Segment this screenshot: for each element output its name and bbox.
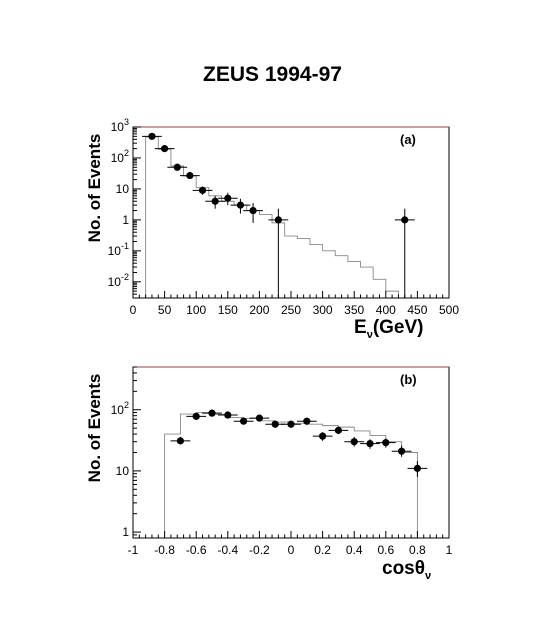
x-axis-title-main: E xyxy=(354,317,367,338)
y-tick-label: 10-1 xyxy=(108,241,129,258)
data-point xyxy=(249,206,257,215)
panel-label: (a) xyxy=(400,132,416,147)
data-point xyxy=(350,438,358,446)
x-axis-ticks: 0 50 100 150 200 250 300 350 400 450 500 xyxy=(130,291,459,317)
y-axis-title: No. of Events xyxy=(85,134,104,243)
x-tick-label: -0.2 xyxy=(249,543,270,557)
y-axis-ticks: 1 10 102 xyxy=(111,366,141,539)
data-point xyxy=(287,420,295,428)
data-point xyxy=(274,216,282,224)
x-tick-label: 0.4 xyxy=(346,543,363,557)
data-point xyxy=(176,437,184,445)
data-point xyxy=(211,197,219,205)
data-point xyxy=(240,417,248,425)
x-tick-label: -0.8 xyxy=(154,543,175,557)
x-tick-label: 150 xyxy=(218,303,238,317)
x-tick-label: 500 xyxy=(439,303,459,317)
y-axis-title: No. of Events xyxy=(85,374,104,483)
x-tick-label: 450 xyxy=(407,303,427,317)
data-point xyxy=(224,411,232,419)
data-point xyxy=(255,414,263,422)
data-point xyxy=(186,171,194,180)
x-tick-label: 400 xyxy=(376,303,396,317)
data-point xyxy=(401,216,409,224)
x-tick-label: 0 xyxy=(130,303,137,317)
x-tick-label: -1 xyxy=(128,543,139,557)
data-point xyxy=(236,201,245,209)
data-point xyxy=(173,163,181,171)
x-axis-title: cosθν xyxy=(382,558,431,582)
panel-label: (b) xyxy=(400,372,417,387)
x-tick-label: 1 xyxy=(446,543,453,557)
y-axis-ticks: 10-2 10-1 1 10 102 103 xyxy=(108,117,141,299)
data-points xyxy=(170,409,428,477)
y-tick-label: 102 xyxy=(111,400,129,417)
x-axis-title-sub: ν xyxy=(425,570,431,582)
mc-histogram xyxy=(145,136,399,298)
data-point xyxy=(224,194,232,202)
x-axis-title: Eν(GeV) xyxy=(354,317,424,341)
data-point xyxy=(334,426,342,434)
data-point xyxy=(148,132,156,140)
data-point xyxy=(303,417,311,425)
y-tick-label: 103 xyxy=(111,117,129,134)
x-axis-title-sub: ν xyxy=(367,329,373,341)
energy-panel: 0 50 100 150 200 250 300 350 400 450 500 10-210-11… xyxy=(85,117,459,341)
y-tick-label: 10-2 xyxy=(108,272,129,289)
data-points xyxy=(142,132,415,298)
y-tick-label: 102 xyxy=(111,148,129,165)
data-point xyxy=(198,186,207,194)
x-tick-label: 50 xyxy=(158,303,172,317)
data-point xyxy=(208,409,216,417)
x-axis-title-unit: (GeV) xyxy=(373,317,424,338)
x-tick-label: 0.8 xyxy=(409,543,426,557)
y-tick-label: 1 xyxy=(122,213,129,227)
x-tick-label: 250 xyxy=(281,303,301,317)
plot-frame xyxy=(132,126,450,299)
x-tick-label: 200 xyxy=(249,303,269,317)
x-tick-label: 0.6 xyxy=(377,543,394,557)
x-tick-label: 0 xyxy=(288,543,295,557)
data-point xyxy=(382,439,390,447)
data-point xyxy=(271,420,279,428)
x-tick-label: 350 xyxy=(344,303,364,317)
x-tick-label: 100 xyxy=(186,303,206,317)
mc-histogram-outline xyxy=(145,136,399,298)
x-axis-title-main: cosθ xyxy=(382,558,425,579)
mc-histogram-outline xyxy=(164,412,418,538)
data-point xyxy=(319,432,327,440)
y-tick-label: 1 xyxy=(122,525,129,539)
data-point xyxy=(413,464,421,472)
page-title: ZEUS 1994-97 xyxy=(203,63,342,86)
data-point xyxy=(161,145,169,153)
data-point xyxy=(192,412,200,420)
x-tick-label: -0.4 xyxy=(217,543,238,557)
mc-histogram xyxy=(164,412,418,538)
data-point xyxy=(398,447,406,455)
cos-theta-panel: -1 -0.8 -0.6 -0.4 -0.2 0 0.2 0.4 0.6 0.8 1 110102 … xyxy=(85,366,453,582)
x-tick-label: 0.2 xyxy=(314,543,331,557)
x-tick-label: -0.6 xyxy=(186,543,207,557)
y-tick-label: 10 xyxy=(116,182,130,196)
data-point xyxy=(366,439,374,448)
y-tick-label: 10 xyxy=(116,464,130,478)
x-axis-ticks: -1 -0.8 -0.6 -0.4 -0.2 0 0.2 0.4 0.6 0.8 1 xyxy=(128,531,453,557)
x-tick-label: 300 xyxy=(313,303,333,317)
